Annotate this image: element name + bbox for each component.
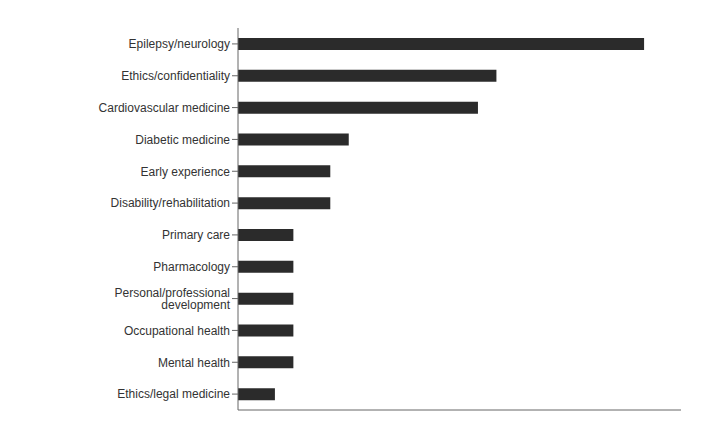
svg-text:Early experience: Early experience [141, 165, 231, 179]
svg-text:Occupational health: Occupational health [124, 324, 230, 338]
svg-text:Pharmacology: Pharmacology [153, 260, 230, 274]
svg-text:Diabetic medicine: Diabetic medicine [135, 133, 230, 147]
svg-text:Primary care: Primary care [162, 228, 230, 242]
svg-text:Ethics/legal medicine: Ethics/legal medicine [117, 387, 230, 401]
svg-text:Personal/professionaldevelopme: Personal/professionaldevelopment [115, 286, 231, 312]
svg-text:Ethics/confidentiality: Ethics/confidentiality [121, 69, 230, 83]
svg-text:Disability/rehabilitation: Disability/rehabilitation [111, 196, 230, 210]
svg-text:Epilepsy/neurology: Epilepsy/neurology [129, 37, 230, 51]
svg-text:Mental health: Mental health [158, 356, 230, 370]
svg-text:Cardiovascular medicine: Cardiovascular medicine [99, 101, 231, 115]
